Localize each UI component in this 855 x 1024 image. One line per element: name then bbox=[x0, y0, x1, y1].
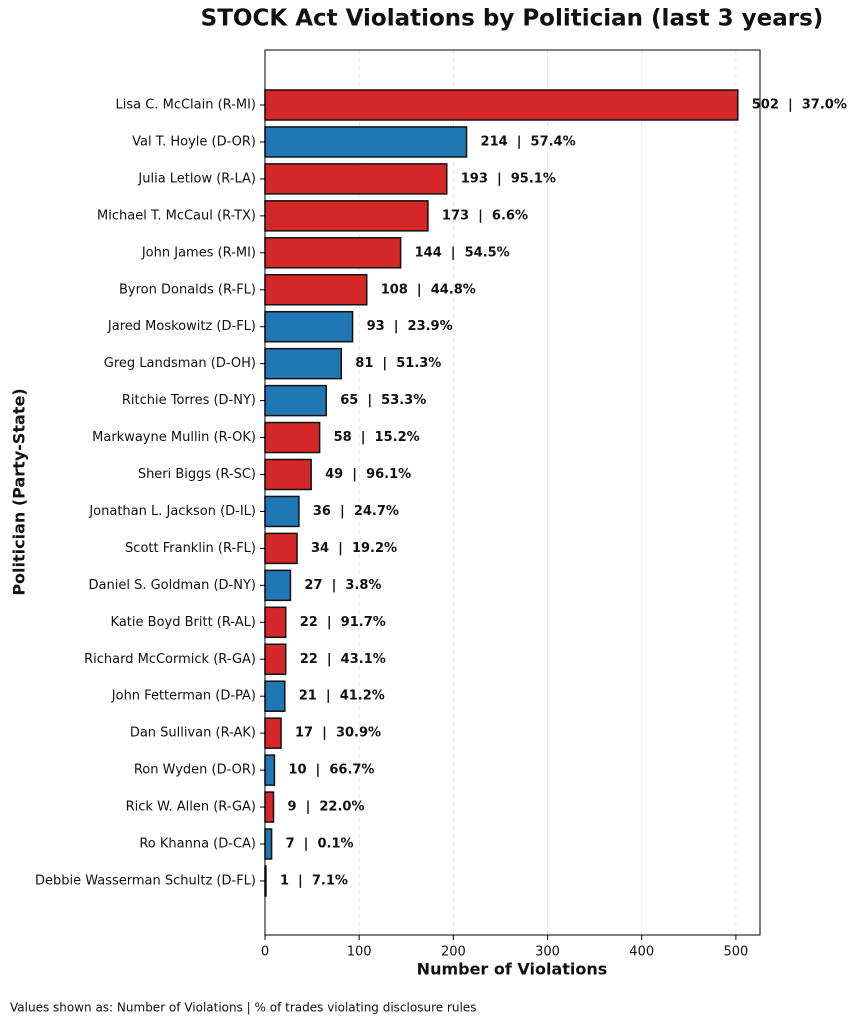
bar bbox=[264, 310, 354, 343]
y-tick-label: Daniel S. Goldman (D-NY) bbox=[89, 578, 257, 593]
y-tick-label: Ritchie Torres (D-NY) bbox=[122, 393, 256, 408]
data-label: 34 | 19.2% bbox=[311, 541, 397, 556]
bar bbox=[264, 532, 298, 565]
bar bbox=[264, 569, 292, 602]
y-axis-label: Politician (Party-State) bbox=[10, 388, 29, 595]
bar bbox=[264, 89, 739, 121]
y-tick-label: Ro Khanna (D-CA) bbox=[139, 837, 256, 852]
data-label: 93 | 23.9% bbox=[367, 319, 453, 334]
data-label: 173 | 6.6% bbox=[442, 208, 528, 223]
bar bbox=[264, 717, 282, 749]
bar bbox=[264, 237, 402, 269]
bar bbox=[264, 643, 287, 675]
x-tick-label: 400 bbox=[629, 945, 654, 960]
data-label: 21 | 41.2% bbox=[299, 689, 385, 704]
y-tick-label: Jonathan L. Jackson (D-IL) bbox=[88, 504, 256, 519]
y-tick-label: Greg Landsman (D-OH) bbox=[104, 356, 256, 371]
y-tick-label: Scott Franklin (R-FL) bbox=[125, 541, 256, 556]
y-tick-label: Rick W. Allen (R-GA) bbox=[126, 800, 256, 815]
data-label: 502 | 37.0% bbox=[752, 98, 847, 113]
data-label: 7 | 0.1% bbox=[286, 837, 354, 852]
chart-title: STOCK Act Violations by Politician (last… bbox=[201, 6, 824, 32]
plot-frame bbox=[264, 49, 761, 936]
y-tick-label: Jared Moskowitz (D-FL) bbox=[107, 319, 256, 334]
x-tick-label: 500 bbox=[723, 945, 748, 960]
bar bbox=[264, 163, 448, 195]
y-tick-label: Byron Donalds (R-FL) bbox=[119, 282, 256, 297]
bar bbox=[264, 680, 286, 712]
x-tick-label: 100 bbox=[347, 945, 372, 960]
data-label: 22 | 91.7% bbox=[300, 615, 386, 630]
bar bbox=[264, 754, 276, 786]
footnote: Values shown as: Number of Violations | … bbox=[10, 1001, 476, 1015]
data-label: 214 | 57.4% bbox=[481, 134, 576, 149]
data-label: 9 | 22.0% bbox=[287, 800, 364, 815]
y-tick-label: Sheri Biggs (R-SC) bbox=[138, 467, 256, 482]
bar bbox=[264, 421, 321, 454]
x-tick-label: 200 bbox=[441, 945, 466, 960]
data-label: 10 | 66.7% bbox=[288, 763, 374, 778]
bar bbox=[264, 828, 273, 860]
x-axis-label: Number of Violations bbox=[417, 960, 608, 979]
y-tick-label: Lisa C. McClain (R-MI) bbox=[116, 98, 256, 113]
y-tick-label: John James (R-MI) bbox=[141, 245, 256, 260]
y-tick-label: Debbie Wasserman Schultz (D-FL) bbox=[35, 873, 256, 888]
bar bbox=[264, 384, 327, 417]
bar bbox=[264, 791, 275, 823]
bar bbox=[264, 606, 287, 639]
bar bbox=[264, 347, 343, 380]
data-label: 36 | 24.7% bbox=[313, 504, 399, 519]
x-tick-label: 300 bbox=[535, 945, 560, 960]
data-label: 193 | 95.1% bbox=[461, 171, 556, 186]
y-tick-label: Ron Wyden (D-OR) bbox=[134, 763, 256, 778]
bar bbox=[264, 126, 468, 158]
data-label: 17 | 30.9% bbox=[295, 726, 381, 741]
y-tick-label: Val T. Hoyle (D-OR) bbox=[132, 134, 256, 149]
y-tick-label: Katie Boyd Britt (R-AL) bbox=[111, 615, 256, 630]
y-tick-label: Julia Letlow (R-LA) bbox=[137, 171, 256, 186]
x-tick-label: 0 bbox=[261, 945, 269, 960]
bar bbox=[264, 458, 312, 491]
y-tick-label: Markwayne Mullin (R-OK) bbox=[92, 430, 256, 445]
data-label: 27 | 3.8% bbox=[304, 578, 381, 593]
data-label: 81 | 51.3% bbox=[355, 356, 441, 371]
data-label: 1 | 7.1% bbox=[280, 873, 348, 888]
bar bbox=[264, 274, 368, 306]
data-label: 65 | 53.3% bbox=[340, 393, 426, 408]
bar bbox=[264, 495, 300, 528]
data-label: 108 | 44.8% bbox=[381, 282, 476, 297]
data-label: 58 | 15.2% bbox=[334, 430, 420, 445]
data-label: 49 | 96.1% bbox=[325, 467, 411, 482]
bar bbox=[264, 200, 429, 232]
y-tick-label: Richard McCormick (R-GA) bbox=[84, 652, 256, 667]
y-tick-label: Michael T. McCaul (R-TX) bbox=[97, 208, 256, 223]
y-tick-label: John Fetterman (D-PA) bbox=[111, 689, 256, 704]
data-label: 144 | 54.5% bbox=[415, 245, 510, 260]
data-label: 22 | 43.1% bbox=[300, 652, 386, 667]
y-tick-label: Dan Sullivan (R-AK) bbox=[130, 726, 256, 741]
